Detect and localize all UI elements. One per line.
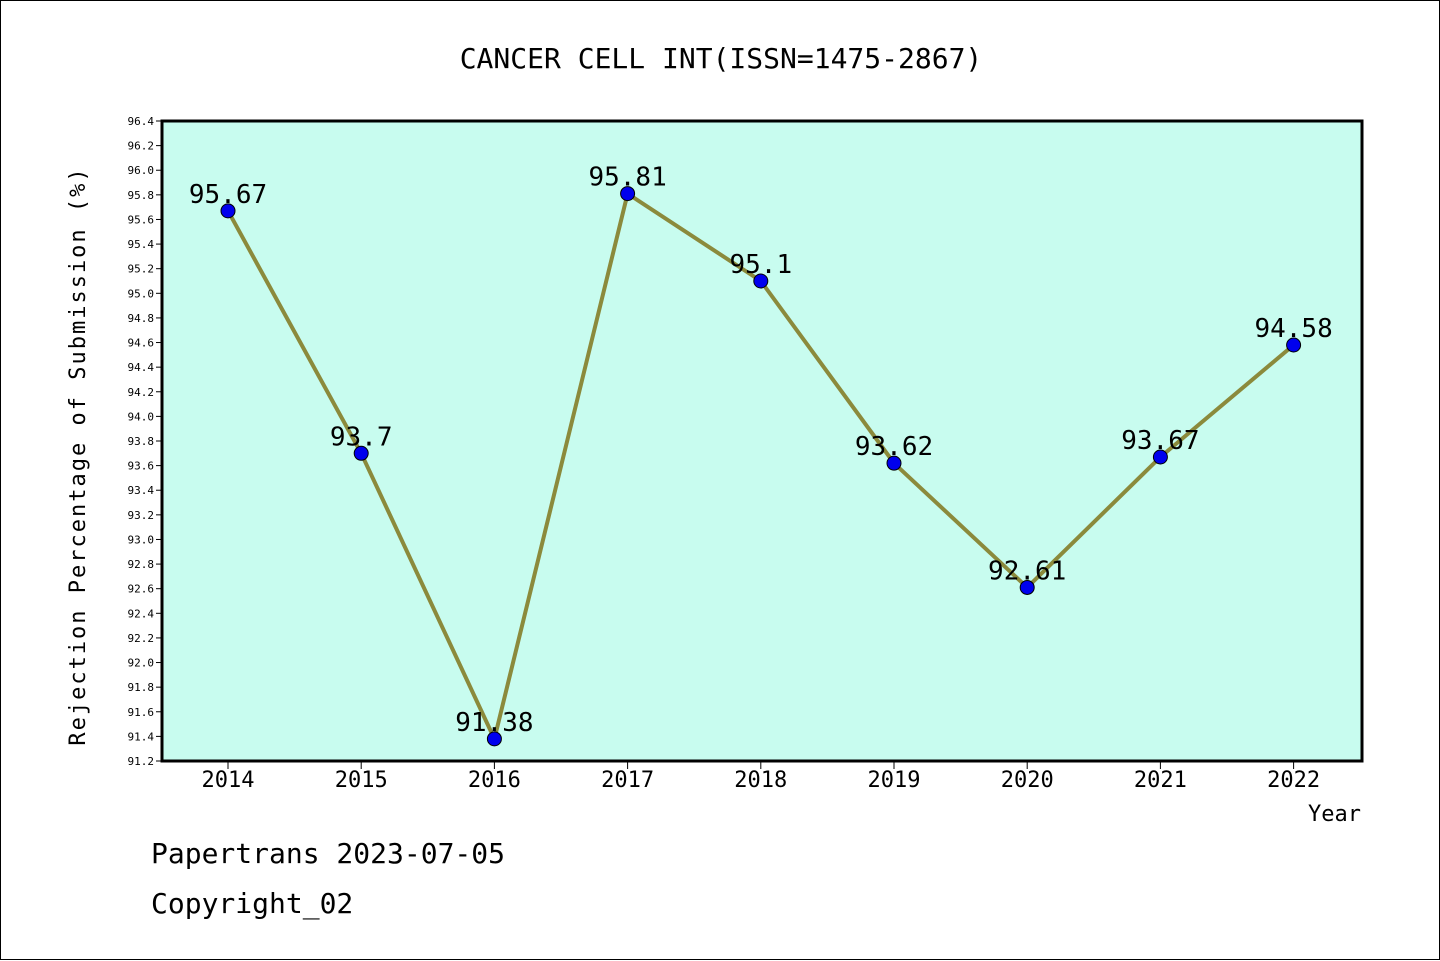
data-point (486, 731, 502, 747)
x-tick-label: 2022 (1267, 768, 1320, 793)
y-tick-label: 93.0 (128, 533, 155, 546)
x-tick-label: 2015 (335, 768, 388, 793)
data-label: 93.67 (1121, 426, 1199, 456)
x-tick-label: 2019 (868, 768, 921, 793)
data-label: 91.38 (455, 708, 533, 738)
data-label: 95.67 (189, 180, 267, 210)
x-tick-label: 2020 (1001, 768, 1054, 793)
footer-copyright: Copyright_02 (151, 887, 354, 920)
x-tick-label: 2017 (601, 768, 654, 793)
y-tick-label: 91.2 (128, 755, 155, 768)
y-tick-label: 95.2 (128, 263, 155, 276)
data-point (1286, 337, 1302, 353)
data-point (353, 445, 369, 461)
y-tick-label: 91.8 (128, 681, 155, 694)
y-tick-label: 92.8 (128, 558, 155, 571)
y-tick-label: 91.4 (128, 730, 155, 743)
data-point (1152, 449, 1168, 465)
data-point (220, 203, 236, 219)
data-point (620, 186, 636, 202)
data-label: 93.7 (330, 422, 393, 452)
y-tick-label: 96.2 (128, 140, 155, 153)
data-label: 94.58 (1254, 314, 1332, 344)
plot-area (160, 119, 1364, 763)
x-tick-label: 2021 (1134, 768, 1187, 793)
y-tick-label: 95.8 (128, 189, 155, 202)
y-tick-label: 93.6 (128, 460, 155, 473)
data-labels: 95.67 93.7 91.38 95.81 95.1 93.62 92.61 93.67 94… (189, 163, 1333, 738)
footer-date: Papertrans 2023-07-05 (151, 837, 506, 870)
data-point (1019, 579, 1035, 595)
data-label: 92.61 (988, 556, 1066, 586)
y-tick-label: 92.4 (128, 607, 155, 620)
y-tick-label: 96.4 (128, 115, 155, 128)
x-axis: 2014 2015 2016 2017 2018 2019 2020 2021 2022 (202, 761, 1320, 793)
y-tick-label: 94.2 (128, 386, 155, 399)
data-label: 95.1 (729, 250, 792, 280)
y-tick-label: 94.6 (128, 337, 155, 350)
x-tick-label: 2018 (734, 768, 787, 793)
y-tick-label: 93.4 (128, 484, 155, 497)
data-point (886, 455, 902, 471)
y-tick-label: 93.2 (128, 509, 155, 522)
y-tick-label: 93.8 (128, 435, 155, 448)
data-label: 93.62 (855, 432, 933, 462)
data-markers (220, 186, 1302, 747)
data-point (753, 273, 769, 289)
chart-title: CANCER CELL INT(ISSN=1475-2867) (460, 42, 983, 75)
y-tick-label: 92.6 (128, 583, 155, 596)
y-tick-label: 96.0 (128, 164, 155, 177)
y-tick-label: 92.2 (128, 632, 155, 645)
y-tick-label: 94.4 (128, 361, 155, 374)
x-tick-label: 2016 (468, 768, 521, 793)
x-axis-label: Year (1308, 802, 1361, 827)
y-tick-label: 95.0 (128, 287, 155, 300)
y-tick-label: 94.8 (128, 312, 155, 325)
y-tick-label: 91.6 (128, 706, 155, 719)
y-tick-label: 95.6 (128, 213, 155, 226)
y-axis: 91.2 91.4 91.6 91.8 92.0 92.2 92.4 92.6 92.8 93.0… (128, 115, 162, 768)
x-tick-label: 2014 (202, 768, 255, 793)
y-tick-label: 94.0 (128, 410, 155, 423)
data-label: 95.81 (588, 163, 666, 193)
y-axis-label: Rejection Percentage of Submission (%) (66, 166, 91, 745)
y-tick-label: 95.4 (128, 238, 155, 251)
y-tick-label: 92.0 (128, 657, 155, 670)
